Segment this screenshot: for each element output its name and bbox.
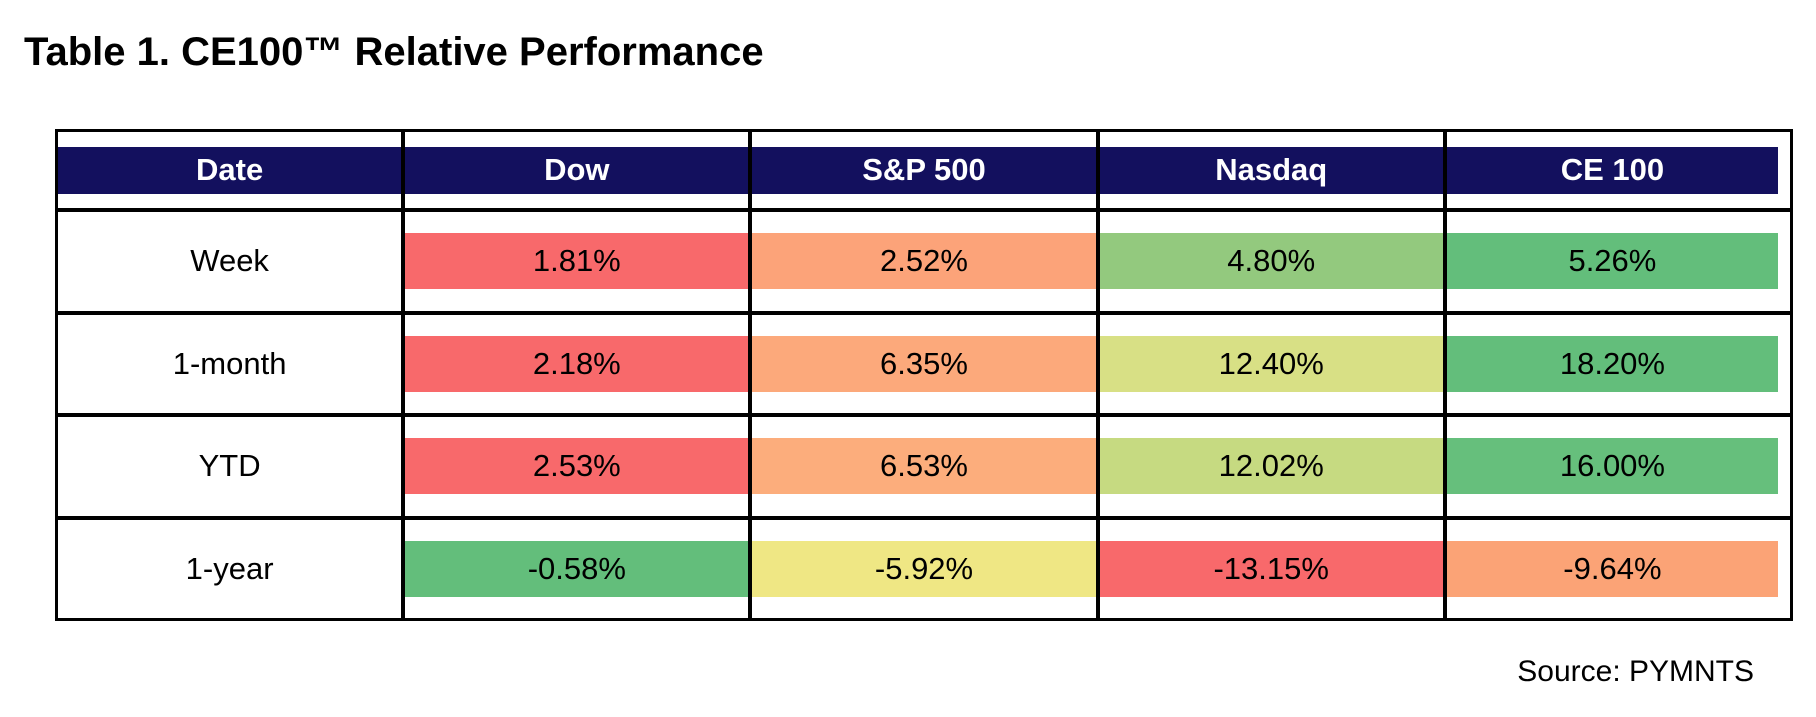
- heat-band: 2.53%: [405, 438, 749, 495]
- column-header-label: S&P 500: [752, 146, 1096, 194]
- cell-ytd-s-p-500: 6.53%: [752, 417, 1100, 516]
- heat-band: 18.20%: [1446, 335, 1779, 392]
- column-header-label: Date: [58, 146, 402, 194]
- heat-band: 16.00%: [1446, 438, 1779, 495]
- row-label: Week: [190, 243, 269, 279]
- column-header-label: Dow: [405, 146, 749, 194]
- cell-1-year-s-p-500: -5.92%: [752, 519, 1100, 618]
- performance-table: Date Dow S&P 500 Nasdaq CE 100 Week 1.81% 2.52%…: [55, 129, 1793, 621]
- cell-week-dow: 1.81%: [405, 212, 753, 311]
- column-header-label: Nasdaq: [1099, 146, 1443, 194]
- cell-week-s-p-500: 2.52%: [752, 212, 1100, 311]
- table-row-1-year: 1-year -0.58% -5.92% -13.15% -9.64%: [58, 519, 1791, 618]
- column-header-label: CE 100: [1446, 146, 1779, 194]
- header-cell-s-p-500: S&P 500: [752, 132, 1100, 208]
- heat-band: 2.52%: [752, 233, 1096, 290]
- heat-band: 6.35%: [752, 335, 1096, 392]
- row-label: 1-year: [185, 550, 274, 586]
- header-cell-ce-100: CE 100: [1446, 132, 1791, 208]
- cell-1-month-s-p-500: 6.35%: [752, 314, 1100, 413]
- heat-band: 6.53%: [752, 438, 1096, 495]
- row-label: 1-month: [172, 345, 287, 381]
- source-caption: Source: PYMNTS: [1517, 655, 1754, 688]
- heat-band: 1.81%: [405, 233, 749, 290]
- row-label-cell-1-year: 1-year: [58, 519, 406, 618]
- row-label: YTD: [198, 448, 261, 484]
- cell-ytd-nasdaq: 12.02%: [1099, 417, 1447, 516]
- cell-week-nasdaq: 4.80%: [1099, 212, 1447, 311]
- heat-band: -0.58%: [405, 540, 749, 597]
- cell-1-month-dow: 2.18%: [405, 314, 753, 413]
- row-label-cell-week: Week: [58, 212, 406, 311]
- cell-1-year-nasdaq: -13.15%: [1099, 519, 1447, 618]
- heat-band: -9.64%: [1446, 540, 1779, 597]
- header-cell-date: Date: [58, 132, 406, 208]
- heat-band: 4.80%: [1099, 233, 1443, 290]
- header-cell-nasdaq: Nasdaq: [1099, 132, 1447, 208]
- page-title: Table 1. CE100™ Relative Performance: [24, 30, 764, 74]
- cell-1-year-ce-100: -9.64%: [1446, 519, 1791, 618]
- heat-band: 12.40%: [1099, 335, 1443, 392]
- row-label-cell-1-month: 1-month: [58, 314, 406, 413]
- heat-band: -13.15%: [1099, 540, 1443, 597]
- table-header-row: Date Dow S&P 500 Nasdaq CE 100: [58, 132, 1791, 212]
- table-row-week: Week 1.81% 2.52% 4.80% 5.26%: [58, 212, 1791, 315]
- table-row-1-month: 1-month 2.18% 6.35% 12.40% 18.20%: [58, 314, 1791, 417]
- cell-ytd-dow: 2.53%: [405, 417, 753, 516]
- heat-band: 2.18%: [405, 335, 749, 392]
- cell-week-ce-100: 5.26%: [1446, 212, 1791, 311]
- cell-1-month-ce-100: 18.20%: [1446, 314, 1791, 413]
- table-row-ytd: YTD 2.53% 6.53% 12.02% 16.00%: [58, 417, 1791, 520]
- heat-band: 12.02%: [1099, 438, 1443, 495]
- cell-1-month-nasdaq: 12.40%: [1099, 314, 1447, 413]
- heat-band: -5.92%: [752, 540, 1096, 597]
- cell-1-year-dow: -0.58%: [405, 519, 753, 618]
- row-label-cell-ytd: YTD: [58, 417, 406, 516]
- cell-ytd-ce-100: 16.00%: [1446, 417, 1791, 516]
- header-cell-dow: Dow: [405, 132, 753, 208]
- heat-band: 5.26%: [1446, 233, 1779, 290]
